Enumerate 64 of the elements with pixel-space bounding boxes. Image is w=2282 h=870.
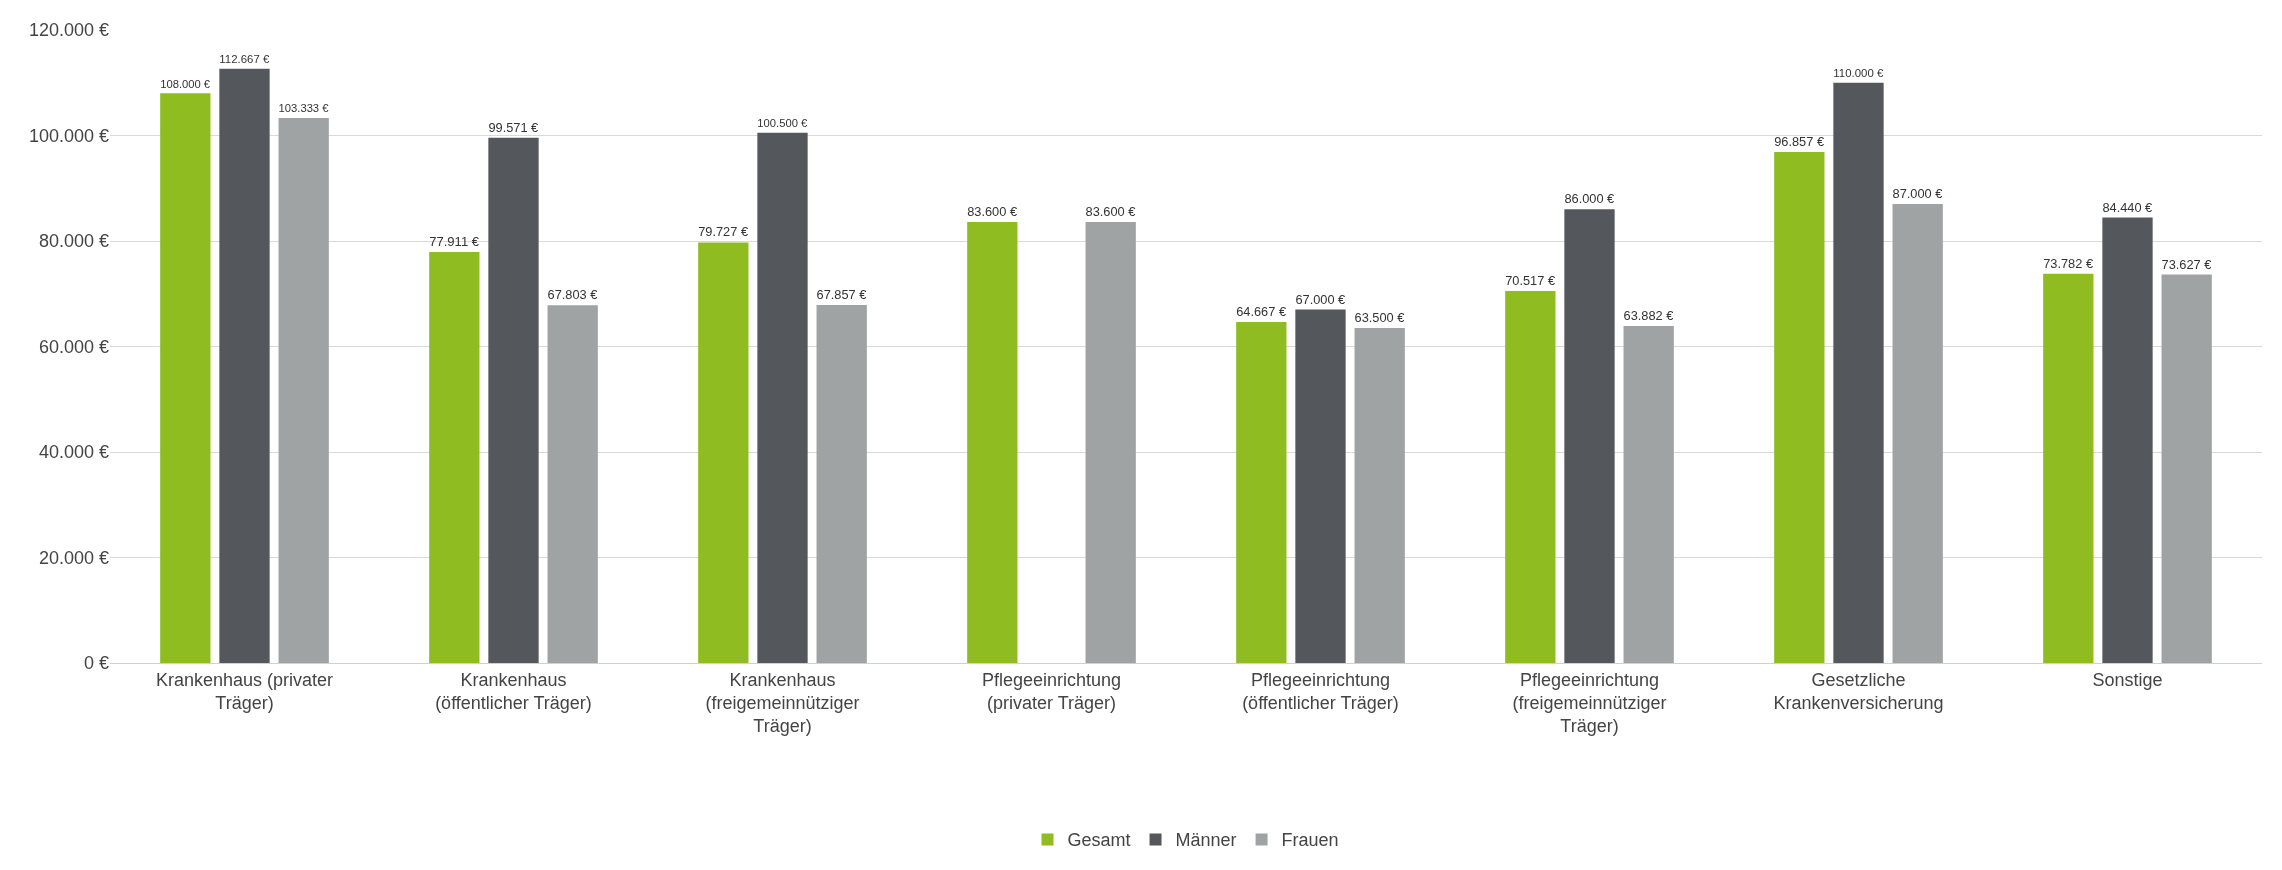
bar xyxy=(1295,309,1346,663)
data-label: 103.333 € xyxy=(278,102,330,115)
x-tick-label: Krankenhaus (privater Träger) xyxy=(155,669,334,713)
y-tick-label: 100.000 € xyxy=(28,125,109,146)
data-label: 67.803 € xyxy=(547,287,598,303)
data-label: 112.667 € xyxy=(219,52,270,65)
bar xyxy=(2102,217,2153,663)
data-label: 108.000 € xyxy=(160,77,211,90)
x-tick-label: Krankenhaus (freigemeinnütziger Träger) xyxy=(705,669,860,737)
data-label: 99.571 € xyxy=(488,119,539,135)
x-tick-label: Pflegeeinrichtung (freigemeinnütziger Träger) xyxy=(1512,669,1667,737)
bar xyxy=(1623,326,1674,663)
y-tick-label: 120.000 € xyxy=(28,20,109,41)
bar xyxy=(1833,82,1884,663)
data-label: 100.500 € xyxy=(757,117,809,130)
data-label: 79.727 € xyxy=(698,224,749,240)
bar xyxy=(1564,209,1615,663)
data-label: 87.000 € xyxy=(1892,186,1943,202)
bar xyxy=(1774,152,1825,663)
y-tick-label: 80.000 € xyxy=(38,231,109,252)
bar xyxy=(429,252,480,663)
data-label: 83.600 € xyxy=(1085,203,1136,219)
bar xyxy=(160,93,211,663)
bar xyxy=(816,305,867,663)
x-tick-label: Sonstige xyxy=(2092,669,2163,690)
bar xyxy=(278,117,329,663)
legend-label: Gesamt xyxy=(1067,830,1131,851)
data-label: 70.517 € xyxy=(1505,273,1556,288)
bar xyxy=(219,68,270,663)
bar xyxy=(698,242,749,663)
data-label: 86.000 € xyxy=(1564,191,1615,207)
legend-label: Frauen xyxy=(1281,830,1339,851)
y-tick-label: 0 € xyxy=(83,653,109,674)
bar xyxy=(1505,291,1556,663)
data-label: 63.882 € xyxy=(1623,308,1674,323)
data-label: 73.782 € xyxy=(2043,255,2094,271)
data-label: 63.500 € xyxy=(1354,310,1405,326)
bar xyxy=(547,305,598,663)
legend-label: Männer xyxy=(1175,830,1237,851)
data-label: 73.627 € xyxy=(2161,256,2212,272)
bar xyxy=(488,137,539,663)
y-tick-label: 40.000 € xyxy=(38,442,109,463)
bar xyxy=(1236,321,1287,663)
y-tick-label: 20.000 € xyxy=(38,547,109,568)
data-label: 83.600 € xyxy=(967,203,1018,219)
x-tick-label: Pflegeeinrichtung (öffentlicher Träger) xyxy=(1242,669,1399,713)
x-tick-label: Krankenhaus (öffentlicher Träger) xyxy=(435,669,592,713)
bar xyxy=(1892,204,1943,663)
y-tick-label: 60.000 € xyxy=(38,336,109,357)
data-label: 84.440 € xyxy=(2102,199,2153,215)
bar xyxy=(1354,328,1405,663)
bar xyxy=(1085,222,1136,663)
bar xyxy=(2043,273,2094,663)
x-tick-label: Pflegeeinrichtung (privater Träger) xyxy=(981,669,1122,713)
x-tick-label: Gesetzliche Krankenversicherung xyxy=(1773,669,1944,713)
bar xyxy=(967,222,1018,663)
data-label: 64.667 € xyxy=(1236,303,1287,319)
bar xyxy=(2161,274,2212,663)
data-label: 77.911 € xyxy=(429,233,480,249)
data-label: 110.000 € xyxy=(1833,67,1884,80)
bar xyxy=(757,132,808,663)
data-label: 67.000 € xyxy=(1295,291,1346,307)
data-label: 67.857 € xyxy=(816,287,867,303)
data-label: 96.857 € xyxy=(1774,134,1825,150)
